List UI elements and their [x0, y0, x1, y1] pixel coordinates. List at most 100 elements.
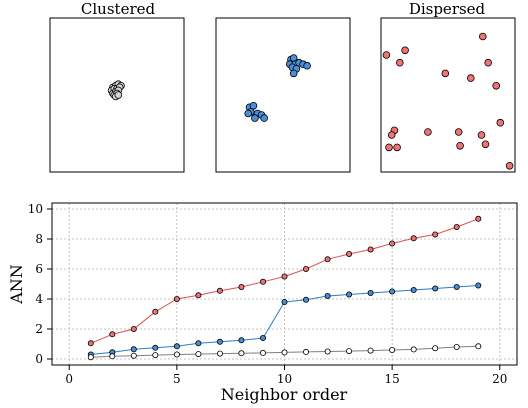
panel-title-clustered: Clustered — [81, 0, 156, 18]
series-1-point-2 — [130, 346, 137, 353]
panel-1-point-16 — [244, 109, 253, 118]
y-tick-label-5: 10 — [28, 202, 43, 216]
series-0-point-4 — [173, 295, 180, 302]
x-tick-label-1: 5 — [173, 372, 181, 386]
panel-2-point-17 — [481, 140, 490, 149]
panel-1-point-6 — [303, 61, 311, 70]
series-2-point-15 — [410, 346, 417, 353]
series-0-point-5 — [195, 292, 202, 299]
series-1-point-12 — [346, 291, 353, 298]
panel-2-point-14 — [385, 143, 393, 152]
series-2-point-12 — [346, 348, 353, 355]
series-0-point-8 — [259, 278, 266, 285]
panel-title-dispersed: Dispersed — [409, 0, 486, 18]
series-1-point-5 — [195, 340, 202, 347]
series-0-point-9 — [281, 273, 288, 280]
series-1-point-14 — [389, 288, 396, 295]
series-2-point-5 — [195, 351, 202, 358]
panel-middle-points — [244, 54, 311, 122]
panel-2-point-1 — [401, 46, 409, 55]
x-tick-label-4: 20 — [492, 372, 507, 386]
x-tick-label-3: 15 — [384, 372, 399, 386]
series-0-point-12 — [346, 250, 353, 257]
series-0-point-2 — [130, 325, 137, 332]
series-1-point-18 — [475, 282, 482, 289]
panel-clustered-points — [107, 80, 125, 101]
series-2-point-2 — [130, 352, 137, 359]
y-tick-label-3: 6 — [35, 262, 43, 276]
panel-dispersed-points — [382, 32, 514, 170]
panel-2-point-15 — [393, 143, 401, 152]
x-axis-title: Neighbor order — [221, 385, 348, 404]
x-tick-label-0: 0 — [65, 372, 73, 386]
series-2-point-3 — [152, 352, 159, 359]
panel-2-point-0 — [478, 32, 487, 41]
series-1-point-13 — [367, 289, 374, 296]
series-0-point-15 — [410, 235, 417, 242]
panel-2-point-13 — [387, 131, 396, 139]
series-1-point-16 — [432, 285, 439, 292]
panel-middle-frame — [215, 17, 351, 173]
series-1-point-11 — [324, 292, 331, 299]
panel-2-point-3 — [395, 58, 404, 67]
series-1-point-3 — [152, 344, 159, 351]
panel-2-point-2 — [382, 51, 391, 59]
y-tick-label-4: 8 — [35, 232, 43, 246]
series-0-point-0 — [87, 340, 94, 347]
grid-lines — [52, 203, 517, 365]
series-1-point-7 — [238, 337, 245, 344]
series-2-point-17 — [453, 343, 460, 350]
panel-2-point-4 — [484, 58, 493, 67]
panel-1-point-1 — [289, 54, 298, 62]
y-tick-label-2: 4 — [35, 292, 43, 306]
series-0-point-11 — [324, 256, 331, 263]
panel-1-point-11 — [249, 102, 258, 110]
series-0-point-1 — [109, 331, 116, 338]
series-2-point-9 — [281, 349, 288, 356]
series-1-point-8 — [259, 334, 266, 341]
y-tick-label-0: 0 — [35, 352, 43, 366]
series-0-point-6 — [216, 287, 223, 294]
panel-2-point-6 — [466, 74, 475, 82]
panel-1-point-15 — [251, 114, 259, 122]
panel-2-point-16 — [456, 142, 464, 150]
panel-clustered-frame — [49, 17, 185, 173]
series-2-point-8 — [259, 349, 266, 356]
y-tick-label-1: 2 — [35, 322, 43, 336]
panel-1-point-9 — [289, 69, 298, 78]
y-axis-title: ANN — [7, 264, 26, 305]
series-1-point-4 — [173, 343, 180, 350]
series-2-point-11 — [324, 348, 331, 355]
panel-dispersed-frame — [380, 17, 516, 173]
axis-ticks: 0 5 10 15 20 0 2 4 6 8 10 — [28, 202, 508, 386]
panel-2-point-7 — [492, 82, 501, 90]
series-1-point-6 — [216, 338, 223, 345]
x-tick-label-2: 10 — [277, 372, 292, 386]
series-2-point-1 — [109, 353, 116, 360]
panel-1-point-17 — [260, 114, 269, 122]
series-1-point-17 — [453, 283, 460, 290]
panel-2-point-8 — [496, 118, 505, 127]
series-0-point-14 — [389, 240, 396, 247]
series-1-point-10 — [302, 296, 309, 303]
line-series — [87, 215, 482, 361]
series-2-point-0 — [87, 354, 94, 361]
panel-0-point-14 — [114, 91, 123, 99]
panel-2-point-11 — [454, 128, 463, 136]
series-0-point-16 — [432, 231, 439, 238]
panel-2-point-5 — [441, 69, 450, 78]
series-2-point-18 — [475, 343, 482, 350]
panel-2-point-12 — [477, 131, 486, 139]
series-2-point-7 — [238, 350, 245, 357]
series-0-point-7 — [238, 283, 245, 290]
series-2-point-14 — [389, 346, 396, 353]
series-0-point-13 — [367, 246, 374, 253]
series-2-point-16 — [432, 345, 439, 352]
panel-2-point-10 — [424, 128, 432, 136]
series-2-point-13 — [367, 347, 374, 354]
series-2-point-6 — [216, 350, 223, 357]
series-0-point-3 — [152, 308, 159, 315]
series-0-point-17 — [453, 223, 460, 230]
series-1-point-9 — [281, 298, 288, 305]
